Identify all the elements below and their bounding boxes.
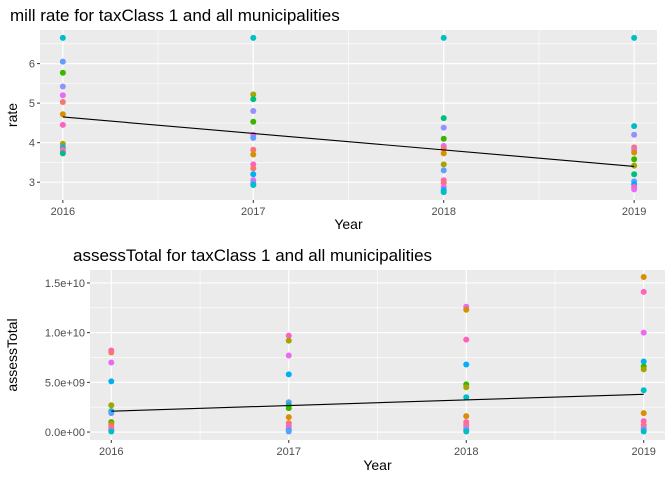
data-point <box>640 288 647 295</box>
data-point <box>108 378 115 385</box>
data-point <box>250 134 257 141</box>
y-tick-label: 5.0e+09 <box>45 377 85 389</box>
data-point <box>631 156 638 163</box>
chart-title: assessTotal for taxClass 1 and all munic… <box>73 246 432 265</box>
data-point <box>631 162 638 169</box>
data-point <box>59 121 66 128</box>
data-point <box>285 352 292 359</box>
data-point <box>440 34 447 41</box>
data-point <box>285 414 292 421</box>
data-point <box>440 124 447 131</box>
data-point <box>250 108 257 115</box>
data-point <box>108 428 115 435</box>
y-tick-label: 6 <box>29 59 35 71</box>
data-point <box>463 336 470 343</box>
y-tick-label: 5 <box>29 98 35 110</box>
data-point <box>108 402 115 409</box>
data-point <box>640 366 647 373</box>
data-point <box>631 186 638 193</box>
data-point <box>640 428 647 435</box>
y-tick-label: 4 <box>29 138 35 150</box>
data-point <box>59 98 66 105</box>
data-point <box>250 181 257 188</box>
data-point <box>250 171 257 178</box>
x-axis-title: Year <box>363 457 392 473</box>
data-point <box>59 92 66 99</box>
data-point <box>250 165 257 172</box>
data-point <box>59 58 66 65</box>
y-axis-title: assessTotal <box>4 318 20 391</box>
data-point <box>59 69 66 76</box>
data-point <box>108 349 115 356</box>
x-tick-label: 2017 <box>277 446 301 458</box>
data-point <box>631 149 638 156</box>
data-point <box>631 34 638 41</box>
data-point <box>631 171 638 178</box>
x-tick-label: 2016 <box>99 446 123 458</box>
data-point <box>440 135 447 142</box>
data-point <box>440 150 447 157</box>
data-point <box>440 167 447 174</box>
x-tick-label: 2018 <box>431 206 455 218</box>
data-point <box>59 150 66 157</box>
y-tick-label: 3 <box>29 177 35 189</box>
data-point <box>631 131 638 138</box>
trend-line <box>111 393 644 412</box>
data-point <box>250 151 257 158</box>
x-axis-title: Year <box>334 216 363 232</box>
data-point <box>463 428 470 435</box>
data-point <box>440 161 447 168</box>
trend-line <box>62 116 635 167</box>
data-point <box>250 91 257 98</box>
y-tick-label: 1.0e+10 <box>45 328 85 340</box>
data-point <box>640 273 647 280</box>
data-point <box>285 405 292 412</box>
x-tick-label: 2018 <box>454 446 478 458</box>
y-tick-label: 0.0e+00 <box>45 427 85 439</box>
data-point <box>250 34 257 41</box>
chart-title: mill rate for taxClass 1 and all municip… <box>10 6 340 25</box>
x-tick-label: 2019 <box>622 206 646 218</box>
data-point <box>250 118 257 125</box>
x-tick-label: 2019 <box>631 446 655 458</box>
data-point <box>640 410 647 417</box>
data-point <box>108 359 115 366</box>
data-point <box>285 428 292 435</box>
data-point <box>59 34 66 41</box>
data-point <box>463 361 470 368</box>
x-tick-label: 2016 <box>51 206 75 218</box>
x-tick-label: 2017 <box>241 206 265 218</box>
y-tick-label: 1.5e+10 <box>45 278 85 290</box>
data-point <box>59 111 66 118</box>
data-point <box>250 146 257 153</box>
data-point <box>463 306 470 313</box>
data-point <box>640 329 647 336</box>
data-point <box>440 115 447 122</box>
data-point <box>463 394 470 401</box>
y-axis-title: rate <box>4 103 20 127</box>
data-point <box>285 332 292 339</box>
data-point <box>250 96 257 103</box>
data-point <box>59 83 66 90</box>
data-point <box>640 358 647 365</box>
data-point <box>463 413 470 420</box>
data-point <box>463 384 470 391</box>
data-point <box>631 123 638 130</box>
data-point <box>640 387 647 394</box>
rate-chart: 2016 2017 2018 2019 3 4 5 6 mill rate for taxCla… <box>4 6 657 232</box>
data-point <box>285 337 292 344</box>
data-point <box>285 371 292 378</box>
data-point <box>440 189 447 196</box>
assess-total-chart: 2016 2017 2018 2019 0.0e+00 5.0e+09 1.0e+10 1.5… <box>4 246 665 473</box>
